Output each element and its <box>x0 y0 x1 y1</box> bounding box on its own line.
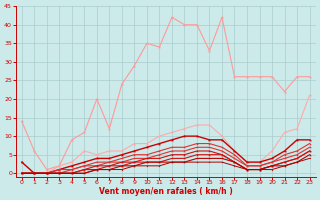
X-axis label: Vent moyen/en rafales ( km/h ): Vent moyen/en rafales ( km/h ) <box>99 187 233 196</box>
